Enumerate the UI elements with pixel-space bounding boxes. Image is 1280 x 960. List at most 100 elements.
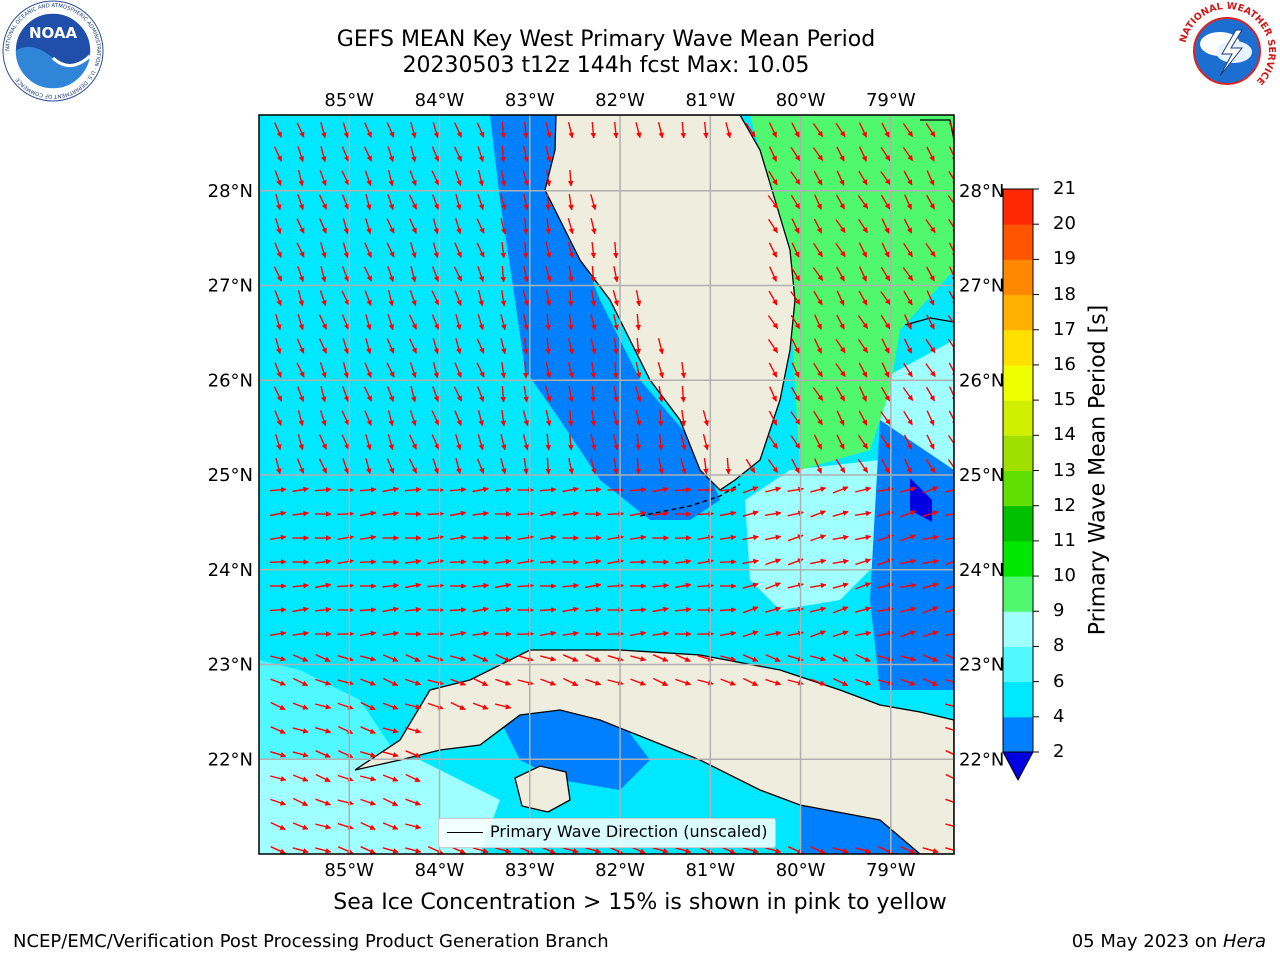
- colorbar-segment-12-13: [1003, 470, 1033, 507]
- wave-arrow: [500, 362, 507, 379]
- wave-arrow: [341, 290, 350, 306]
- wave-arrow: [858, 218, 868, 234]
- wave-arrow: [810, 558, 827, 565]
- lat-label-left-2: 26°N: [208, 370, 253, 391]
- wave-arrow: [880, 146, 891, 162]
- wave-arrow: [545, 146, 552, 163]
- wave-arrow: [297, 410, 304, 427]
- wave-arrow: [318, 314, 328, 330]
- wave-arrow: [813, 242, 823, 258]
- wave-arrow: [341, 314, 350, 330]
- wave-arrow: [337, 534, 354, 541]
- footer-date-text: 05 May 2023 on: [1071, 931, 1223, 952]
- wave-arrow: [791, 362, 800, 378]
- wave-arrow: [675, 653, 691, 663]
- wave-arrow: [405, 558, 422, 565]
- wave-arrow: [296, 458, 305, 474]
- wave-arrow: [857, 459, 869, 473]
- wave-arrow: [835, 122, 846, 138]
- wave-arrow: [900, 846, 916, 854]
- wave-arrow: [562, 630, 579, 637]
- wave-arrow: [764, 510, 782, 517]
- wave-arrow: [925, 219, 936, 233]
- wave-arrow: [584, 582, 602, 589]
- wave-arrow: [523, 146, 529, 163]
- wave-arrow: [274, 242, 282, 258]
- wave-arrow: [765, 534, 782, 541]
- wave-arrow: [296, 362, 305, 378]
- wave-arrow: [319, 434, 327, 450]
- wave-arrow: [405, 727, 422, 734]
- wave-arrow: [768, 242, 778, 258]
- wave-arrow: [545, 386, 552, 403]
- wave-arrow: [926, 410, 935, 426]
- wave-arrow: [900, 558, 917, 565]
- wave-arrow: [382, 677, 399, 687]
- wave-arrow: [387, 194, 395, 211]
- wave-arrow: [835, 339, 846, 354]
- wave-arrow: [629, 559, 647, 565]
- wave-arrow: [926, 290, 935, 306]
- wave-arrow: [454, 170, 462, 187]
- wave-arrow: [903, 242, 913, 258]
- wave-arrow: [409, 290, 417, 307]
- wave-arrow: [832, 654, 849, 662]
- wave-arrow: [292, 606, 309, 613]
- wave-arrow: [477, 266, 485, 283]
- colorbar-title: Primary Wave Mean Period [s]: [1085, 304, 1111, 636]
- wave-arrow: [472, 582, 490, 589]
- wave-arrow: [790, 435, 801, 450]
- footer-date: 05 May 2023 on Hera: [1072, 931, 1266, 952]
- wave-arrow: [523, 385, 529, 403]
- wave-arrow: [607, 511, 625, 517]
- wave-arrow: [680, 434, 687, 451]
- wave-arrow: [359, 510, 377, 517]
- wave-arrow: [364, 410, 372, 426]
- lat-label-right-5: 23°N: [959, 655, 1004, 676]
- wave-arrow: [948, 242, 954, 258]
- wave-arrow: [855, 847, 872, 854]
- lon-labels-top: 85°W 84°W 83°W 82°W 81°W 80°W 79°W: [324, 90, 915, 111]
- wave-arrow: [948, 146, 954, 162]
- wave-arrow: [768, 170, 778, 186]
- wave-arrow: [500, 265, 507, 283]
- wave-arrow: [613, 385, 619, 403]
- wave-arrow: [725, 457, 732, 475]
- wave-arrow: [545, 122, 552, 139]
- lon-labels-bottom: 85°W 84°W 83°W 82°W 81°W 80°W 79°W: [324, 860, 915, 881]
- wave-arrow: [635, 410, 642, 427]
- wave-arrow: [539, 559, 557, 565]
- colorbar-segment-14-15: [1003, 400, 1033, 436]
- wave-arrow: [810, 630, 827, 638]
- wave-arrow: [292, 510, 309, 517]
- wave-arrow: [922, 630, 939, 638]
- wave-arrow: [635, 289, 642, 307]
- wave-arrow: [590, 410, 597, 427]
- wave-arrow: [431, 434, 440, 450]
- wave-arrow: [269, 607, 287, 613]
- wave-arrow: [902, 267, 914, 281]
- wave-arrow: [945, 489, 954, 493]
- wave-arrow: [880, 171, 891, 185]
- wave-arrow: [629, 534, 647, 541]
- colorbar-tick-label-15: 15: [1053, 389, 1076, 411]
- wave-arrow: [791, 218, 800, 234]
- wave-arrow: [405, 678, 422, 686]
- wave-arrow: [880, 411, 891, 425]
- map-gridlines: [259, 115, 954, 854]
- wave-arrow: [476, 218, 485, 234]
- wave-arrow: [500, 218, 507, 235]
- wave-arrow: [275, 314, 282, 331]
- wave-arrow: [855, 486, 872, 493]
- lon-label-bottom-5: 80°W: [776, 860, 826, 881]
- wave-arrow: [568, 385, 574, 403]
- lon-label-top-3: 82°W: [595, 90, 645, 111]
- wave-arrow: [613, 337, 619, 355]
- wave-arrow: [476, 242, 485, 258]
- wave-arrow: [382, 606, 399, 613]
- wave-arrow: [431, 314, 440, 330]
- wave-arrow: [652, 654, 669, 662]
- wave-arrow: [337, 822, 354, 830]
- wave-arrow: [405, 606, 422, 613]
- colorbar-segment-17-18: [1003, 294, 1033, 331]
